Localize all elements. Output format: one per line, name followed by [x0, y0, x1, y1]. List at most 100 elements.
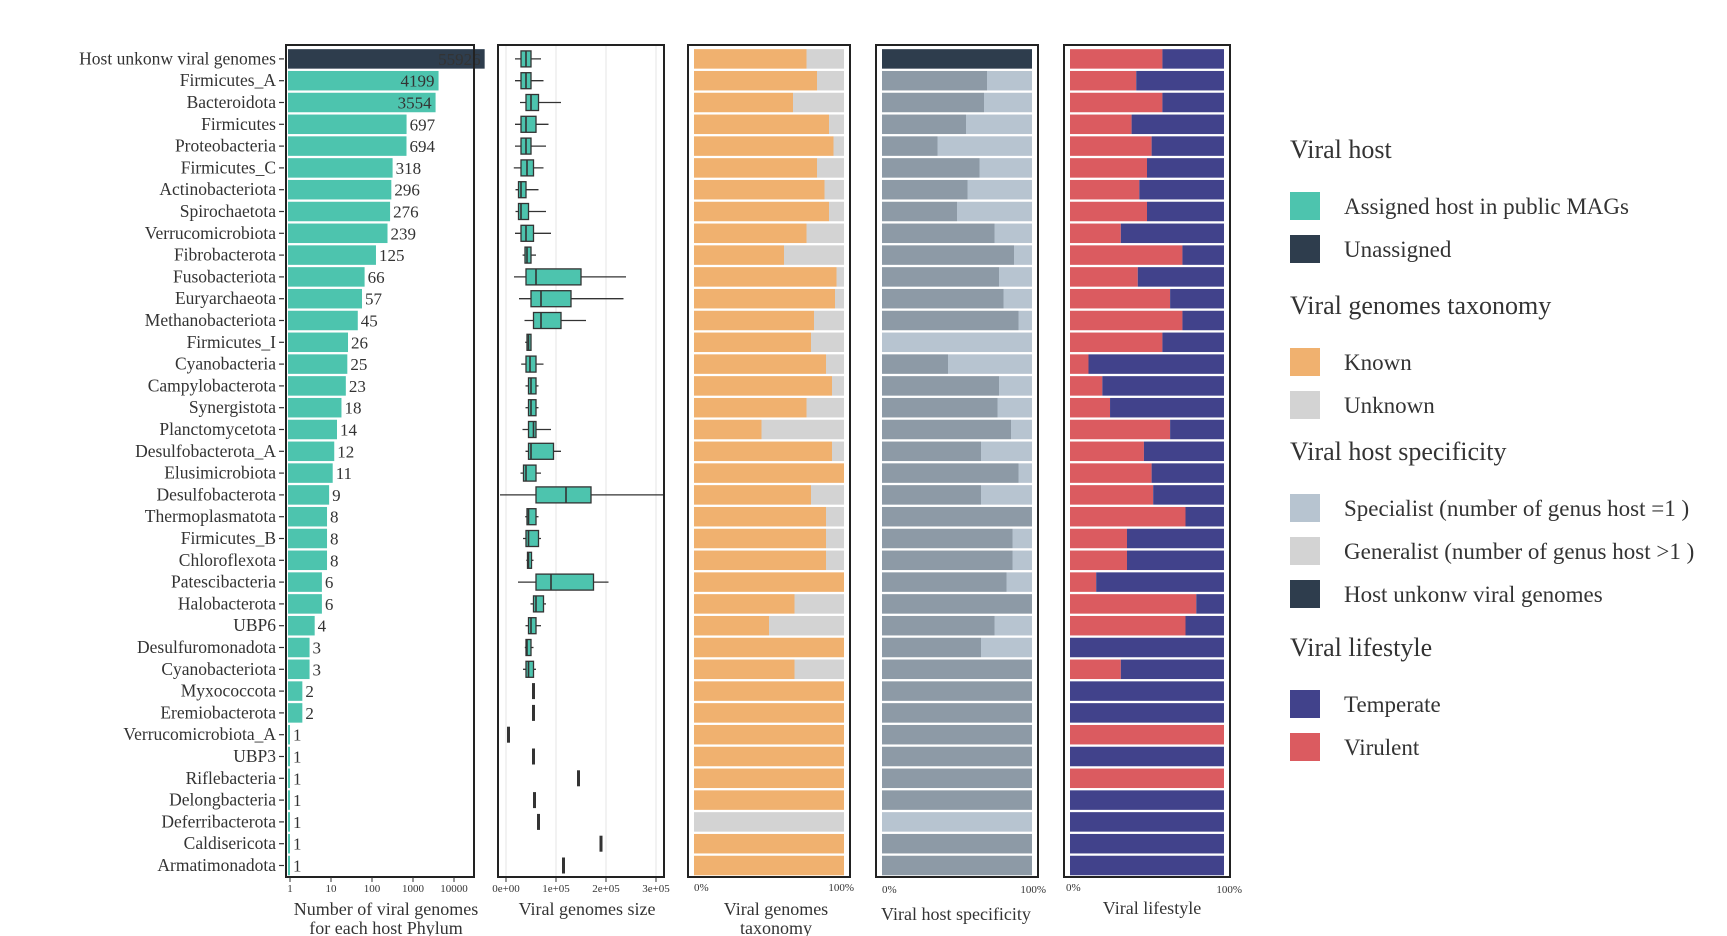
count-bar	[288, 49, 485, 69]
box	[525, 93, 540, 112]
taxonomy-segment	[817, 70, 844, 91]
specificity-segment	[882, 376, 999, 396]
lifestyle-segment	[1070, 441, 1144, 462]
lifestyle-segment	[1070, 70, 1137, 91]
axis-title-size: Viral genomes size	[519, 899, 656, 919]
x-tick-label: 2e+05	[592, 883, 620, 895]
lifestyle-segment	[1170, 419, 1224, 440]
count-bar	[288, 223, 388, 244]
specificity-segment	[882, 681, 1032, 701]
taxonomy-segment	[793, 92, 844, 113]
lifestyle-segment	[1070, 267, 1138, 287]
count-value-label: 1	[293, 857, 302, 876]
specificity-segment	[882, 506, 1032, 527]
lifestyle-segment	[1070, 550, 1127, 571]
specificity-segment	[937, 136, 1032, 156]
count-bar	[288, 768, 290, 789]
count-bar	[288, 746, 290, 767]
count-value-label: 9	[332, 486, 341, 505]
legend-group-title: Viral lifestyle	[1290, 633, 1432, 662]
lifestyle-segment	[1102, 376, 1224, 396]
count-bar	[288, 354, 348, 374]
count-value-label: 4199	[401, 72, 435, 91]
specificity-segment	[882, 485, 981, 505]
legend-swatch	[1290, 690, 1320, 718]
phylum-label: Bacteroidota	[187, 92, 277, 112]
lifestyle-segment	[1070, 768, 1224, 789]
legend-item-label: Unassigned	[1344, 237, 1452, 262]
taxonomy-segment	[694, 681, 844, 701]
phylum-label: Chloroflexota	[179, 550, 276, 570]
taxonomy-segment	[694, 92, 793, 113]
taxonomy-segment	[694, 506, 826, 527]
count-bar	[288, 506, 328, 527]
legend-swatch	[1290, 494, 1320, 522]
box	[520, 115, 537, 133]
legend-group-title: Viral host specificity	[1290, 437, 1507, 466]
count-value-label: 697	[410, 115, 436, 134]
lifestyle-segment	[1110, 397, 1224, 418]
legend-group-title: Viral host	[1290, 135, 1392, 164]
count-bar	[288, 812, 290, 832]
x-tick-label: 0%	[882, 884, 897, 896]
lifestyle-segment	[1070, 703, 1224, 723]
count-bar	[288, 332, 349, 353]
count-value-label: 296	[394, 181, 420, 200]
taxonomy-segment	[794, 659, 844, 680]
specificity-segment	[882, 572, 1007, 592]
taxonomy-segment	[806, 49, 844, 69]
specificity-segment	[882, 855, 1032, 876]
x-tick-label: 1000	[402, 883, 425, 895]
lifestyle-segment	[1070, 201, 1147, 222]
taxonomy-segment	[694, 267, 837, 287]
taxonomy-segment	[694, 201, 829, 222]
count-bar	[288, 790, 290, 810]
phylum-label: Synergistota	[189, 397, 276, 417]
axis-title-lifestyle: Viral lifestyle	[1103, 898, 1201, 918]
taxonomy-segment	[694, 703, 844, 723]
taxonomy-segment	[694, 288, 835, 309]
specificity-segment	[994, 223, 1032, 244]
specificity-segment	[882, 114, 966, 135]
taxonomy-segment	[824, 179, 844, 200]
count-value-label: 45	[361, 312, 378, 331]
lifestyle-segment	[1070, 332, 1163, 353]
lifestyle-segment	[1185, 615, 1224, 636]
lifestyle-segment	[1162, 332, 1224, 353]
box	[527, 420, 537, 439]
box	[517, 202, 530, 221]
legend-swatch	[1290, 348, 1320, 376]
count-bar	[288, 681, 303, 701]
phylum-label: UBP3	[233, 746, 276, 766]
count-value-label: 11	[336, 464, 352, 483]
taxonomy-segment	[694, 746, 844, 767]
box	[525, 660, 535, 678]
x-tick-label: 1	[287, 883, 293, 895]
lifestyle-segment	[1070, 463, 1152, 483]
taxonomy-segment	[694, 637, 844, 658]
phylum-label: Campylobacterota	[148, 375, 277, 395]
legend-item-label: Generalist (number of genus host >1 )	[1344, 539, 1694, 564]
taxonomy-segment	[694, 833, 844, 854]
panel-counts-frame	[285, 44, 475, 878]
count-value-label: 8	[330, 530, 339, 549]
lifestyle-segment	[1070, 419, 1171, 440]
lifestyle-segment	[1070, 485, 1154, 505]
taxonomy-segment	[694, 332, 811, 353]
phylum-label: Halobacterota	[178, 593, 276, 613]
legend-item-label: Unknown	[1344, 393, 1435, 418]
lifestyle-segment	[1070, 288, 1171, 309]
phylum-label: Firmicutes_B	[181, 528, 276, 548]
legend-item-label: Assigned host in public MAGs	[1344, 194, 1629, 219]
count-bar	[288, 659, 310, 680]
specificity-segment	[882, 92, 984, 113]
lifestyle-segment	[1120, 659, 1224, 680]
taxonomy-segment	[826, 550, 844, 571]
phylum-label: Deferribacterota	[161, 811, 276, 831]
taxonomy-segment	[694, 310, 814, 331]
lifestyle-segment	[1070, 158, 1147, 178]
taxonomy-segment	[694, 441, 832, 462]
lifestyle-segment	[1070, 659, 1121, 680]
legend-group-title: Viral genomes taxonomy	[1290, 291, 1551, 320]
